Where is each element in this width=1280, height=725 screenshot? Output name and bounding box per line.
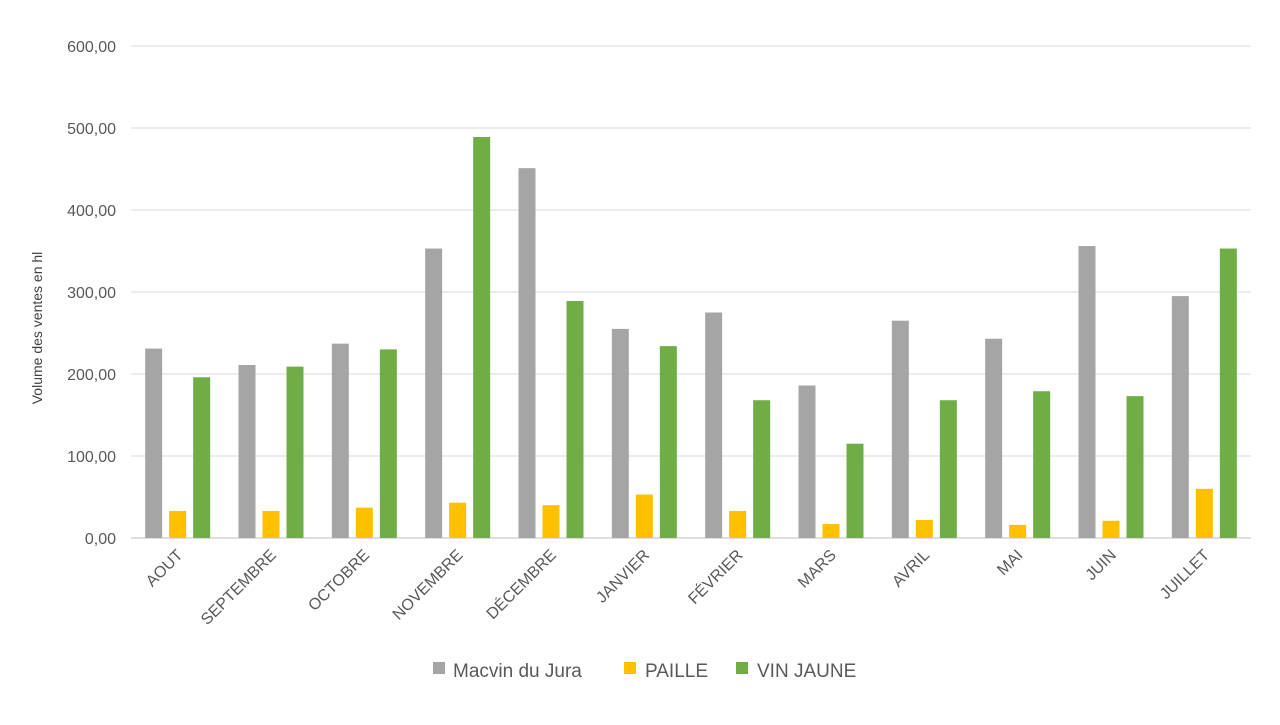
bar xyxy=(331,343,349,538)
legend-item: PAILLE xyxy=(624,661,708,682)
bar xyxy=(611,328,629,538)
legend-item: VIN JAUNE xyxy=(736,661,856,682)
x-tick-label: DÉCEMBRE xyxy=(482,545,560,623)
bar xyxy=(1219,248,1237,539)
x-tick-label: AVRIL xyxy=(889,547,933,591)
bar xyxy=(449,502,467,538)
x-tick-label: JANVIER xyxy=(593,547,653,607)
x-tick-label: MARS xyxy=(795,547,840,592)
y-tick-label: 300,00 xyxy=(67,285,116,302)
bar xyxy=(262,510,280,538)
bar xyxy=(729,510,747,538)
y-tick-label: 500,00 xyxy=(67,121,116,138)
legend-label: VIN JAUNE xyxy=(757,661,856,682)
bars xyxy=(145,137,1237,539)
bar xyxy=(753,400,771,538)
x-axis-ticks: AOUT SEPTEMBRE OCTOBRE NOVEMBRE DÉCEMBRE JANV… xyxy=(143,545,1213,628)
bar xyxy=(822,524,840,538)
bar xyxy=(566,301,584,538)
gridlines xyxy=(131,45,1251,539)
x-tick-label: FÉVRIER xyxy=(684,545,746,607)
y-tick-label: 0,00 xyxy=(85,531,116,548)
bar xyxy=(798,385,816,538)
y-tick-label: 400,00 xyxy=(67,203,116,220)
bar xyxy=(238,364,256,538)
legend-swatch xyxy=(624,662,636,674)
bar xyxy=(518,168,536,538)
y-axis-ticks: 0,00 100,00 200,00 300,00 400,00 500,00 600,00 xyxy=(67,39,116,548)
bar xyxy=(425,248,443,539)
bar xyxy=(169,510,187,538)
bar xyxy=(1078,246,1096,538)
bar xyxy=(915,519,933,538)
bar xyxy=(286,366,304,538)
legend-label: PAILLE xyxy=(645,661,708,682)
bar xyxy=(939,400,957,538)
bar xyxy=(635,494,653,538)
bar xyxy=(659,346,677,538)
legend: Macvin du Jura PAILLE VIN JAUNE xyxy=(433,661,856,682)
x-tick-label: JUIN xyxy=(1083,547,1120,584)
legend-label: Macvin du Jura xyxy=(453,661,582,682)
bar xyxy=(985,338,1003,538)
x-tick-label: MAI xyxy=(994,547,1026,579)
x-tick-label: SEPTEMBRE xyxy=(198,547,280,629)
bar xyxy=(1033,391,1051,538)
bar xyxy=(846,443,864,538)
bar xyxy=(891,320,909,538)
x-tick-label: NOVEMBRE xyxy=(390,547,467,624)
bar xyxy=(379,349,397,538)
legend-swatch xyxy=(433,662,445,674)
bar xyxy=(542,505,560,538)
y-tick-label: 200,00 xyxy=(67,367,116,384)
x-tick-label: OCTOBRE xyxy=(305,547,373,615)
legend-swatch xyxy=(736,662,748,674)
y-axis-label: Volume des ventes en hl xyxy=(29,252,45,405)
bar xyxy=(1195,488,1213,538)
bar xyxy=(473,137,491,538)
bar xyxy=(1171,296,1189,538)
bar xyxy=(705,312,723,538)
bar xyxy=(1126,396,1144,538)
x-tick-label: AOUT xyxy=(143,547,187,591)
y-tick-label: 600,00 xyxy=(67,39,116,56)
bar xyxy=(1102,520,1120,538)
y-tick-label: 100,00 xyxy=(67,449,116,466)
x-tick-label: JUILLET xyxy=(1157,547,1213,603)
legend-item: Macvin du Jura xyxy=(433,661,582,682)
bar xyxy=(355,507,373,538)
bar xyxy=(1009,524,1027,538)
bar xyxy=(145,348,163,538)
bar xyxy=(193,377,211,538)
